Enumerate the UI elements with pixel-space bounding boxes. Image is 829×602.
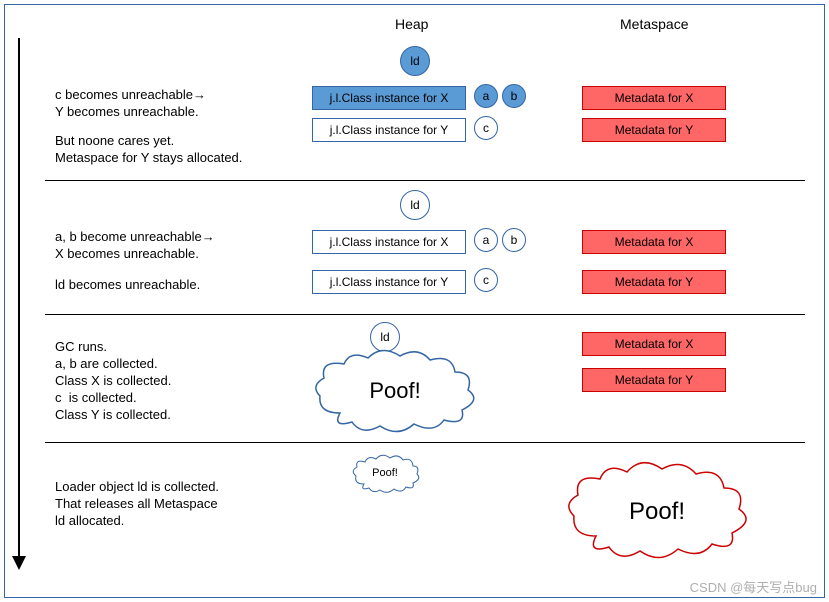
divider-2 (45, 314, 805, 315)
poof-text-small: Poof! (350, 467, 420, 479)
class-y-box-2: j.l.Class instance for Y (312, 270, 466, 294)
phase4-desc: Loader object ld is collected. That rele… (55, 478, 219, 529)
phase1-desc1: c becomes unreachable→ Y becomes unreach… (55, 86, 206, 120)
phase2-desc1: a, b become unreachable→ X becomes unrea… (55, 228, 215, 262)
obj-a-1: a (474, 84, 498, 108)
metadata-y-1: Metadata for Y (582, 118, 726, 142)
obj-b-1: b (502, 84, 526, 108)
divider-1 (45, 180, 805, 181)
poof-cloud-heap: Poof! (310, 348, 480, 433)
ld-circle-2: ld (400, 190, 430, 220)
obj-c-1: c (474, 116, 498, 140)
poof-cloud-metaspace: Poof! (562, 460, 752, 560)
poof-text-big: Poof! (562, 498, 752, 526)
time-arrow (18, 38, 20, 568)
phase3-desc: GC runs. a, b are collected. Class X is … (55, 338, 171, 423)
obj-b-2: b (502, 228, 526, 252)
poof-text-1: Poof! (310, 378, 480, 404)
metadata-y-2: Metadata for Y (582, 270, 726, 294)
class-x-box-2: j.l.Class instance for X (312, 230, 466, 254)
metadata-x-2: Metadata for X (582, 230, 726, 254)
class-x-box-1: j.l.Class instance for X (312, 86, 466, 110)
poof-cloud-small: Poof! (350, 454, 420, 494)
phase1-desc2: But noone cares yet. Metaspace for Y sta… (55, 132, 242, 166)
obj-a-2: a (474, 228, 498, 252)
header-metaspace: Metaspace (620, 16, 688, 32)
class-y-box-1: j.l.Class instance for Y (312, 118, 466, 142)
divider-3 (45, 442, 805, 443)
phase2-desc2: ld becomes unreachable. (55, 276, 200, 293)
ld-circle-1: ld (400, 46, 430, 76)
watermark: CSDN @每天写点bug (690, 577, 817, 596)
metadata-x-1: Metadata for X (582, 86, 726, 110)
obj-c-2: c (474, 268, 498, 292)
header-heap: Heap (395, 16, 428, 32)
metadata-x-3: Metadata for X (582, 332, 726, 356)
metadata-y-3: Metadata for Y (582, 368, 726, 392)
